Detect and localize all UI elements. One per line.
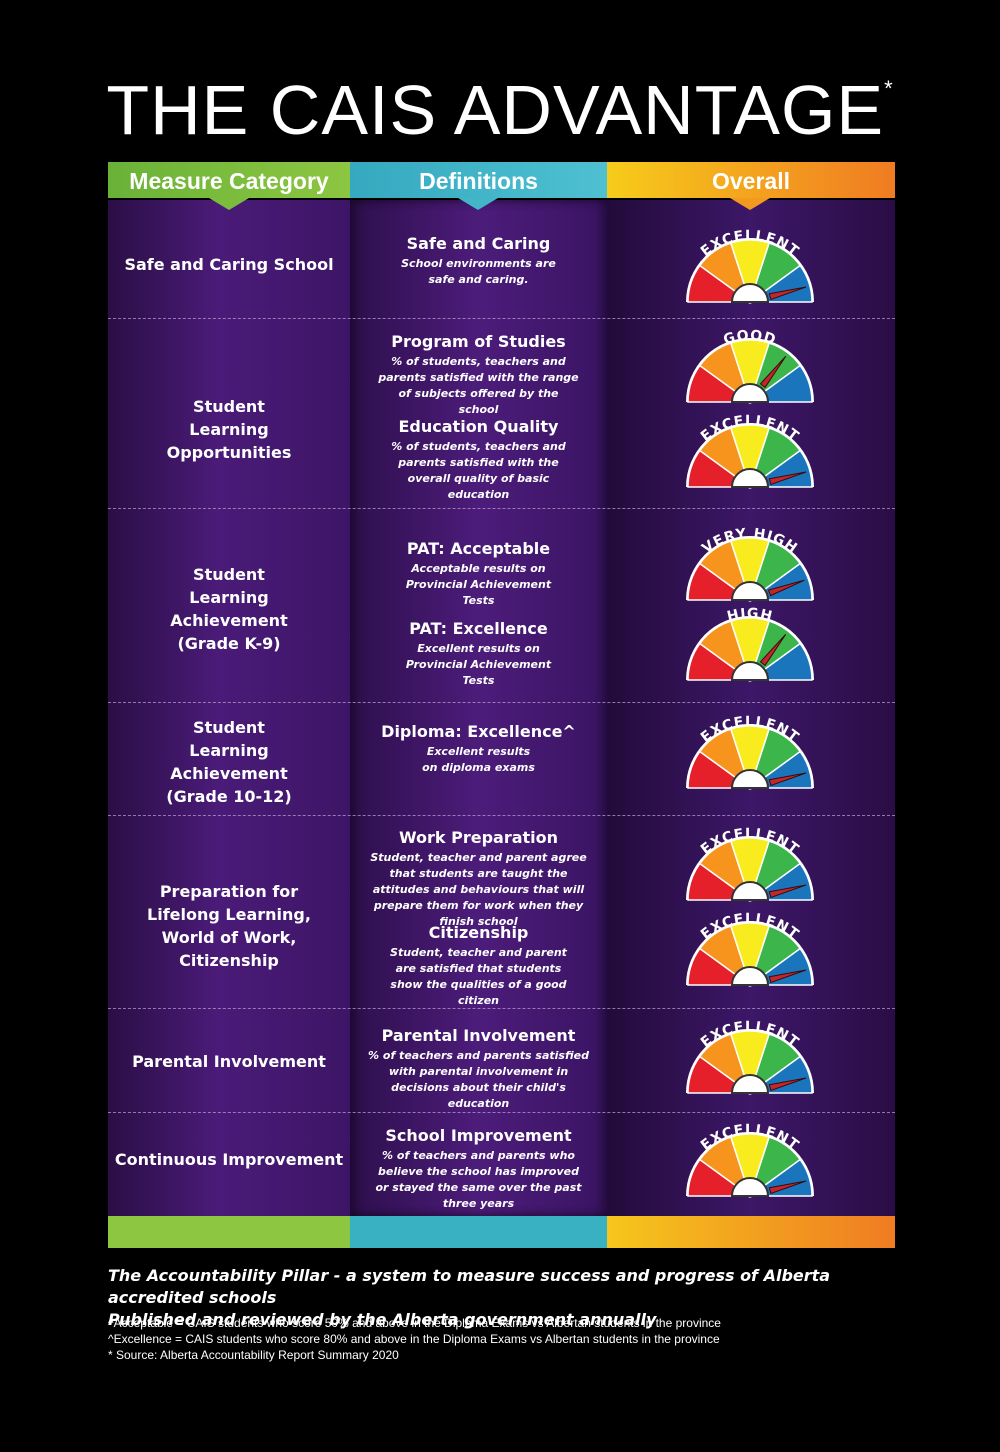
- row-divider: [108, 1112, 895, 1113]
- measure-description: School environments are safe and caring.: [401, 257, 556, 286]
- gauge-needle: [768, 772, 807, 787]
- measure-definition: Diploma: Excellence^ Excellent results o…: [350, 722, 607, 776]
- header-overall: Overall: [607, 162, 895, 198]
- pillar-line: Published and reviewed by the Alberta go…: [108, 1310, 657, 1329]
- gauge-needle: [759, 633, 787, 667]
- measure-name: Citizenship: [428, 923, 529, 942]
- gauge-needle: [768, 1180, 807, 1195]
- measure-definition: Citizenship Student, teacher and parent …: [350, 923, 607, 1009]
- rating-gauge-excellent: EXCELLENT: [686, 228, 814, 305]
- gauge-needle: [768, 884, 807, 899]
- footer-bar-orange: [607, 1216, 895, 1248]
- row-divider: [108, 318, 895, 319]
- rating-gauge-high: HIGH: [686, 606, 814, 683]
- measure-description: Acceptable results on Provincial Achieve…: [405, 562, 552, 607]
- category-column: [108, 200, 350, 1216]
- gauge-needle: [768, 1077, 807, 1092]
- row-divider: [108, 1008, 895, 1009]
- footnote-acceptable: ^Acceptable = CAIS students who score 50…: [108, 1316, 721, 1330]
- measure-name: Education Quality: [398, 417, 559, 436]
- measure-description: % of teachers and parents satisfied with…: [368, 1049, 589, 1110]
- rating-gauge-excellent: EXCELLENT: [686, 911, 814, 988]
- measure-description: % of teachers and parents who believe th…: [375, 1149, 582, 1210]
- gauge-needle: [759, 355, 787, 389]
- measure-description: % of students, teachers and parents sati…: [378, 355, 579, 416]
- measure-definition: PAT: Acceptable Acceptable results on Pr…: [350, 539, 607, 609]
- header-measure-category: Measure Category: [108, 162, 350, 198]
- measure-name: Diploma: Excellence^: [381, 722, 576, 741]
- gauge-rating-label: HIGH: [726, 606, 775, 625]
- footnote-source: * Source: Alberta Accountability Report …: [108, 1348, 399, 1362]
- header-pointer: [458, 198, 498, 210]
- definitions-column: [350, 200, 607, 1216]
- rating-gauge-excellent: EXCELLENT: [686, 1019, 814, 1096]
- measure-name: PAT: Excellence: [409, 619, 548, 638]
- measure-definition: School Improvement % of teachers and par…: [350, 1126, 607, 1212]
- gauge-needle: [767, 579, 805, 597]
- category-label: Continuous Improvement: [114, 1150, 344, 1169]
- rating-gauge-good: GOOD: [686, 328, 814, 405]
- measure-description: Student, teacher and parent agree that s…: [370, 851, 587, 928]
- footer-bar-green: [108, 1216, 350, 1248]
- measure-name: Program of Studies: [391, 332, 566, 351]
- gauge-needle: [768, 286, 807, 301]
- measure-definition: PAT: Excellence Excellent results on Pro…: [350, 619, 607, 689]
- category-label: Preparation for Lifelong Learning, World…: [147, 882, 311, 970]
- measure-description: Student, teacher and parent are satisfie…: [390, 946, 567, 1007]
- title-asterisk: *: [884, 76, 894, 101]
- footer-bar-teal: [350, 1216, 607, 1248]
- measure-description: Excellent results on Provincial Achievem…: [405, 642, 552, 687]
- row-divider: [108, 508, 895, 509]
- header-definitions: Definitions: [350, 162, 607, 198]
- category-label: Student Learning Opportunities: [166, 397, 292, 462]
- measure-definition: Program of Studies % of students, teache…: [350, 332, 607, 418]
- header-pointer: [730, 198, 770, 210]
- accountability-pillar-note: The Accountability Pillar - a system to …: [108, 1265, 908, 1331]
- rating-gauge-excellent: EXCELLENT: [686, 826, 814, 903]
- measure-definition: Parental Involvement % of teachers and p…: [350, 1026, 607, 1112]
- row-divider: [108, 815, 895, 816]
- category-label: Parental Involvement: [132, 1052, 326, 1071]
- measure-definition: Education Quality % of students, teacher…: [350, 417, 607, 503]
- page-title: THE CAIS ADVANTAGE*: [106, 71, 894, 149]
- measure-name: Parental Involvement: [381, 1026, 576, 1045]
- gauge-needle: [768, 969, 807, 984]
- measure-name: Work Preparation: [398, 828, 559, 847]
- category-label: Safe and Caring School: [124, 255, 334, 274]
- measure-description: Excellent results on diploma exams: [422, 745, 535, 774]
- measure-name: PAT: Acceptable: [406, 539, 551, 558]
- measure-description: % of students, teachers and parents sati…: [391, 440, 566, 501]
- measure-name: Safe and Caring: [406, 234, 551, 253]
- measure-name: School Improvement: [385, 1126, 572, 1145]
- header-pointer: [209, 198, 249, 210]
- category-label: Student Learning Achievement (Grade K-9): [170, 565, 288, 653]
- rating-gauge-excellent: EXCELLENT: [686, 1122, 814, 1199]
- rating-gauge-excellent: EXCELLENT: [686, 413, 814, 490]
- rating-gauge-very-high: VERY HIGH: [686, 526, 814, 603]
- category-label: Student Learning Achievement (Grade 10-1…: [166, 718, 292, 806]
- pillar-line: The Accountability Pillar - a system to …: [108, 1266, 831, 1307]
- measure-definition: Work Preparation Student, teacher and pa…: [350, 828, 607, 930]
- footnotes: ^Acceptable = CAIS students who score 50…: [108, 1315, 908, 1363]
- gauge-needle: [768, 471, 807, 486]
- rating-gauge-excellent: EXCELLENT: [686, 714, 814, 791]
- footnote-excellence: ^Excellence = CAIS students who score 80…: [108, 1332, 720, 1346]
- row-divider: [108, 702, 895, 703]
- measure-definition: Safe and Caring School environments are …: [350, 234, 607, 288]
